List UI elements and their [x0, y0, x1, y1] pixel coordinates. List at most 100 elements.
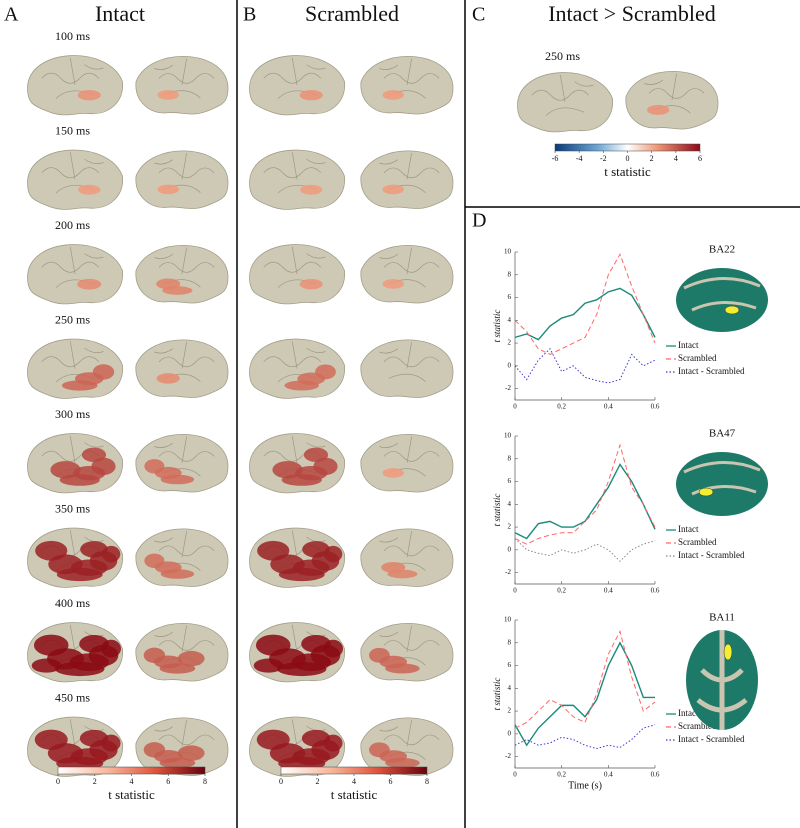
x-tick-label: 0.6 — [651, 771, 660, 779]
activation — [313, 457, 338, 476]
brain — [249, 149, 345, 210]
activation — [253, 658, 284, 673]
activation — [81, 447, 107, 463]
activation — [143, 647, 166, 663]
activation — [101, 734, 121, 752]
activation — [144, 459, 165, 474]
brain-sulci — [379, 58, 440, 99]
y-tick-label: 2 — [508, 339, 512, 347]
activation — [156, 373, 180, 384]
colorbar-tick-label: 4 — [674, 154, 678, 163]
y-tick-label: 8 — [508, 454, 512, 462]
chart-title: BA47 — [709, 428, 736, 440]
time-label: 100 ms — [55, 29, 90, 43]
colorbar-tick-label: 8 — [425, 777, 429, 786]
brain-surface — [27, 338, 123, 399]
brain-surface — [135, 528, 229, 587]
y-tick-label: 2 — [508, 523, 512, 531]
brain — [360, 434, 454, 493]
y-axis-label: t statistic — [492, 310, 502, 343]
brain-sulci — [263, 57, 326, 99]
brain — [360, 623, 454, 682]
brain — [27, 55, 123, 116]
series-line — [514, 538, 656, 562]
colorbar-tick-label: 2 — [650, 154, 654, 163]
legend-label: Intact - Scrambled — [678, 366, 745, 376]
brain-surface — [360, 339, 454, 398]
brain-surface — [27, 244, 123, 305]
colorbar-tick-label: 2 — [316, 777, 320, 786]
brain-surface — [27, 55, 123, 116]
brain-surface — [27, 149, 123, 210]
colorbar-tick-label: 6 — [166, 777, 170, 786]
y-tick-label: 10 — [504, 432, 512, 440]
brain-sulci — [379, 436, 440, 477]
activation — [162, 286, 193, 295]
y-tick-label: 0 — [508, 729, 512, 737]
brain — [249, 244, 345, 305]
panel-letter: C — [472, 4, 485, 26]
region-highlight — [724, 305, 740, 315]
activation — [61, 380, 98, 391]
brain-surface — [360, 623, 454, 682]
brain-sulci — [379, 625, 440, 666]
brain — [249, 338, 345, 399]
activation — [160, 474, 195, 485]
y-axis-label: t statistic — [492, 494, 502, 527]
brain — [135, 245, 229, 304]
activation — [79, 729, 109, 747]
y-tick-label: 10 — [504, 616, 512, 624]
activation — [387, 569, 418, 579]
brain — [27, 149, 123, 210]
brain-surface — [135, 150, 229, 209]
region-highlight — [723, 643, 733, 661]
activation — [159, 757, 196, 769]
brain — [249, 55, 345, 116]
colorbar-tick-label: 0 — [626, 154, 630, 163]
y-tick-label: -2 — [505, 384, 511, 392]
x-tick-label: 0.2 — [557, 403, 566, 411]
brain-surface — [135, 56, 229, 115]
brain-sulci — [154, 58, 215, 99]
brain-surface — [135, 245, 229, 304]
activation — [323, 734, 343, 752]
activation — [77, 278, 102, 290]
activation — [369, 647, 390, 663]
activation — [255, 634, 291, 656]
region-icon — [676, 452, 768, 516]
x-tick-label: 0.4 — [604, 587, 613, 595]
x-tick-label: 0.2 — [557, 771, 566, 779]
brain — [135, 56, 229, 115]
brain — [27, 244, 123, 305]
y-tick-label: 4 — [508, 316, 512, 324]
colorbar-label: t statistic — [108, 787, 155, 802]
colorbar-tick-label: 2 — [93, 777, 97, 786]
legend-label: Intact — [678, 708, 699, 718]
panel-letter: D — [472, 210, 486, 232]
colorbar-tick-label: 6 — [698, 154, 702, 163]
brain — [517, 72, 613, 133]
brain-sulci — [379, 153, 440, 193]
brain-sulci — [154, 247, 215, 288]
brain-sulci — [41, 246, 104, 288]
region-icon — [676, 268, 768, 332]
time-label: 300 ms — [55, 407, 90, 421]
colorbar-tick-label: 6 — [389, 777, 393, 786]
x-tick-label: 0 — [513, 587, 517, 595]
activation — [177, 650, 205, 667]
activation — [303, 447, 329, 463]
time-label: 150 ms — [55, 123, 90, 137]
legend-label: Scrambled — [678, 721, 717, 731]
time-label: 450 ms — [55, 690, 90, 704]
colorbar-tick-label: -4 — [576, 154, 583, 163]
series-line — [514, 641, 655, 747]
brain-surface — [625, 71, 719, 130]
brain-sulci — [154, 153, 215, 193]
panel-title: Intact > Scrambled — [548, 1, 716, 26]
activation — [300, 184, 323, 195]
series-line — [514, 629, 656, 729]
series-line — [514, 724, 656, 750]
time-label: 250 ms — [55, 312, 90, 326]
activation — [31, 658, 62, 673]
